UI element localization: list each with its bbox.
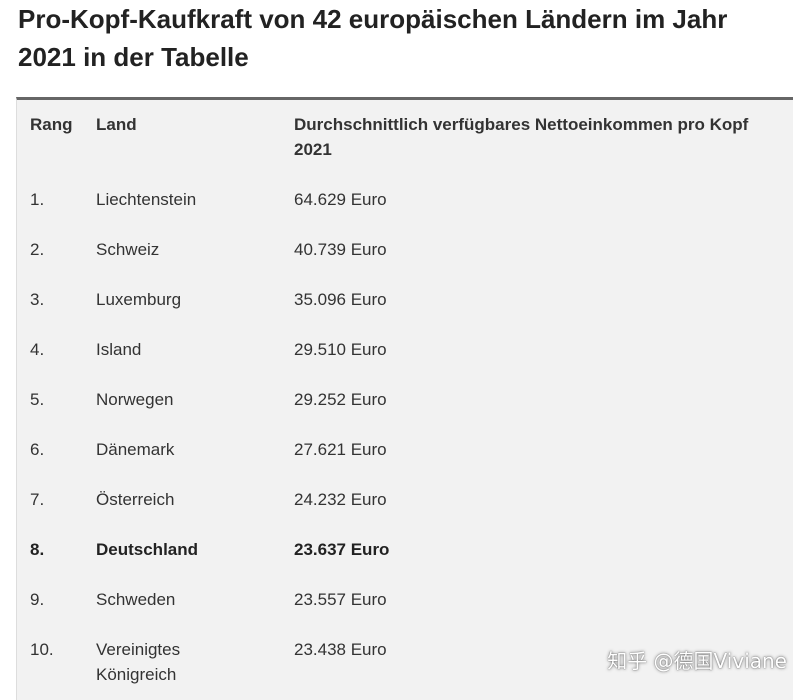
table-row: 10. Vereinigtes Königreich 23.438 Euro [17,637,793,687]
table-row: 1. Liechtenstein 64.629 Euro [17,187,793,237]
cell-land-name: Deutschland [96,540,199,559]
table-row: 5. Norwegen 29.252 Euro [17,387,793,437]
cell-income: 23.438 Euro [294,640,387,659]
cell-income: 35.096 Euro [294,290,387,309]
cell-land-name: Vereinigtes [96,640,181,659]
cell-land: Island [96,337,294,387]
income-table-container: Rang Land Durchschnittlich verfügbares N… [16,97,793,700]
cell-rang: 7. [30,490,45,509]
cell-rang: 8. [30,540,45,559]
cell-land: Liechtenstein [96,187,294,237]
header-rang: Rang [30,115,73,134]
cell-income: 23.637 Euro [294,540,390,559]
table-header-row: Rang Land Durchschnittlich verfügbares N… [17,100,793,187]
header-land: Land [96,115,137,134]
header-income: Durchschnittlich verfügbares Nettoeinkom… [294,100,793,187]
cell-income: 24.232 Euro [294,490,387,509]
page-title: Pro-Kopf-Kaufkraft von 42 europäischen L… [18,4,728,72]
header-income-label: Durchschnittlich verfügbares Nettoeinkom… [294,115,749,134]
cell-rang: 5. [30,390,45,409]
cell-rang: 1. [30,190,45,209]
cell-land: Norwegen [96,387,294,437]
cell-land-name: Norwegen [96,390,174,409]
cell-land-name: Luxemburg [96,290,182,309]
cell-rang: 3. [30,290,45,309]
table-row: 7. Österreich 24.232 Euro [17,487,793,537]
cell-rang: 10. [30,640,54,659]
cell-income: 29.252 Euro [294,390,387,409]
income-table: Rang Land Durchschnittlich verfügbares N… [17,100,793,687]
table-row: 2. Schweiz 40.739 Euro [17,237,793,287]
cell-land-name: Schweiz [96,240,160,259]
cell-land: Vereinigtes Königreich [96,637,294,687]
header-income-year: 2021 [294,140,332,159]
cell-land-name: Dänemark [96,440,175,459]
cell-land-name-line2: Königreich [96,665,177,684]
cell-land-name: Island [96,340,142,359]
cell-land: Luxemburg [96,287,294,337]
cell-income: 23.557 Euro [294,590,387,609]
cell-land: Dänemark [96,437,294,487]
cell-land: Deutschland [96,537,294,587]
cell-land-name: Österreich [96,490,175,509]
cell-land: Schweden [96,587,294,637]
cell-land-name: Schweden [96,590,176,609]
cell-rang: 9. [30,590,45,609]
cell-income: 27.621 Euro [294,440,387,459]
cell-income: 64.629 Euro [294,190,387,209]
cell-land-name: Liechtenstein [96,190,197,209]
cell-rang: 6. [30,440,45,459]
table-row: 4. Island 29.510 Euro [17,337,793,387]
table-row: 8. Deutschland 23.637 Euro [17,537,793,587]
cell-land: Österreich [96,487,294,537]
table-body: 1. Liechtenstein 64.629 Euro 2. Schweiz 40.73… [17,187,793,687]
table-row: 6. Dänemark 27.621 Euro [17,437,793,487]
cell-income: 29.510 Euro [294,340,387,359]
cell-rang: 2. [30,240,45,259]
cell-income: 40.739 Euro [294,240,387,259]
cell-land: Schweiz [96,237,294,287]
watermark: 知乎 @德国Viviane [607,649,787,673]
cell-rang: 4. [30,340,45,359]
table-row: 9. Schweden 23.557 Euro [17,587,793,637]
table-row: 3. Luxemburg 35.096 Euro [17,287,793,337]
